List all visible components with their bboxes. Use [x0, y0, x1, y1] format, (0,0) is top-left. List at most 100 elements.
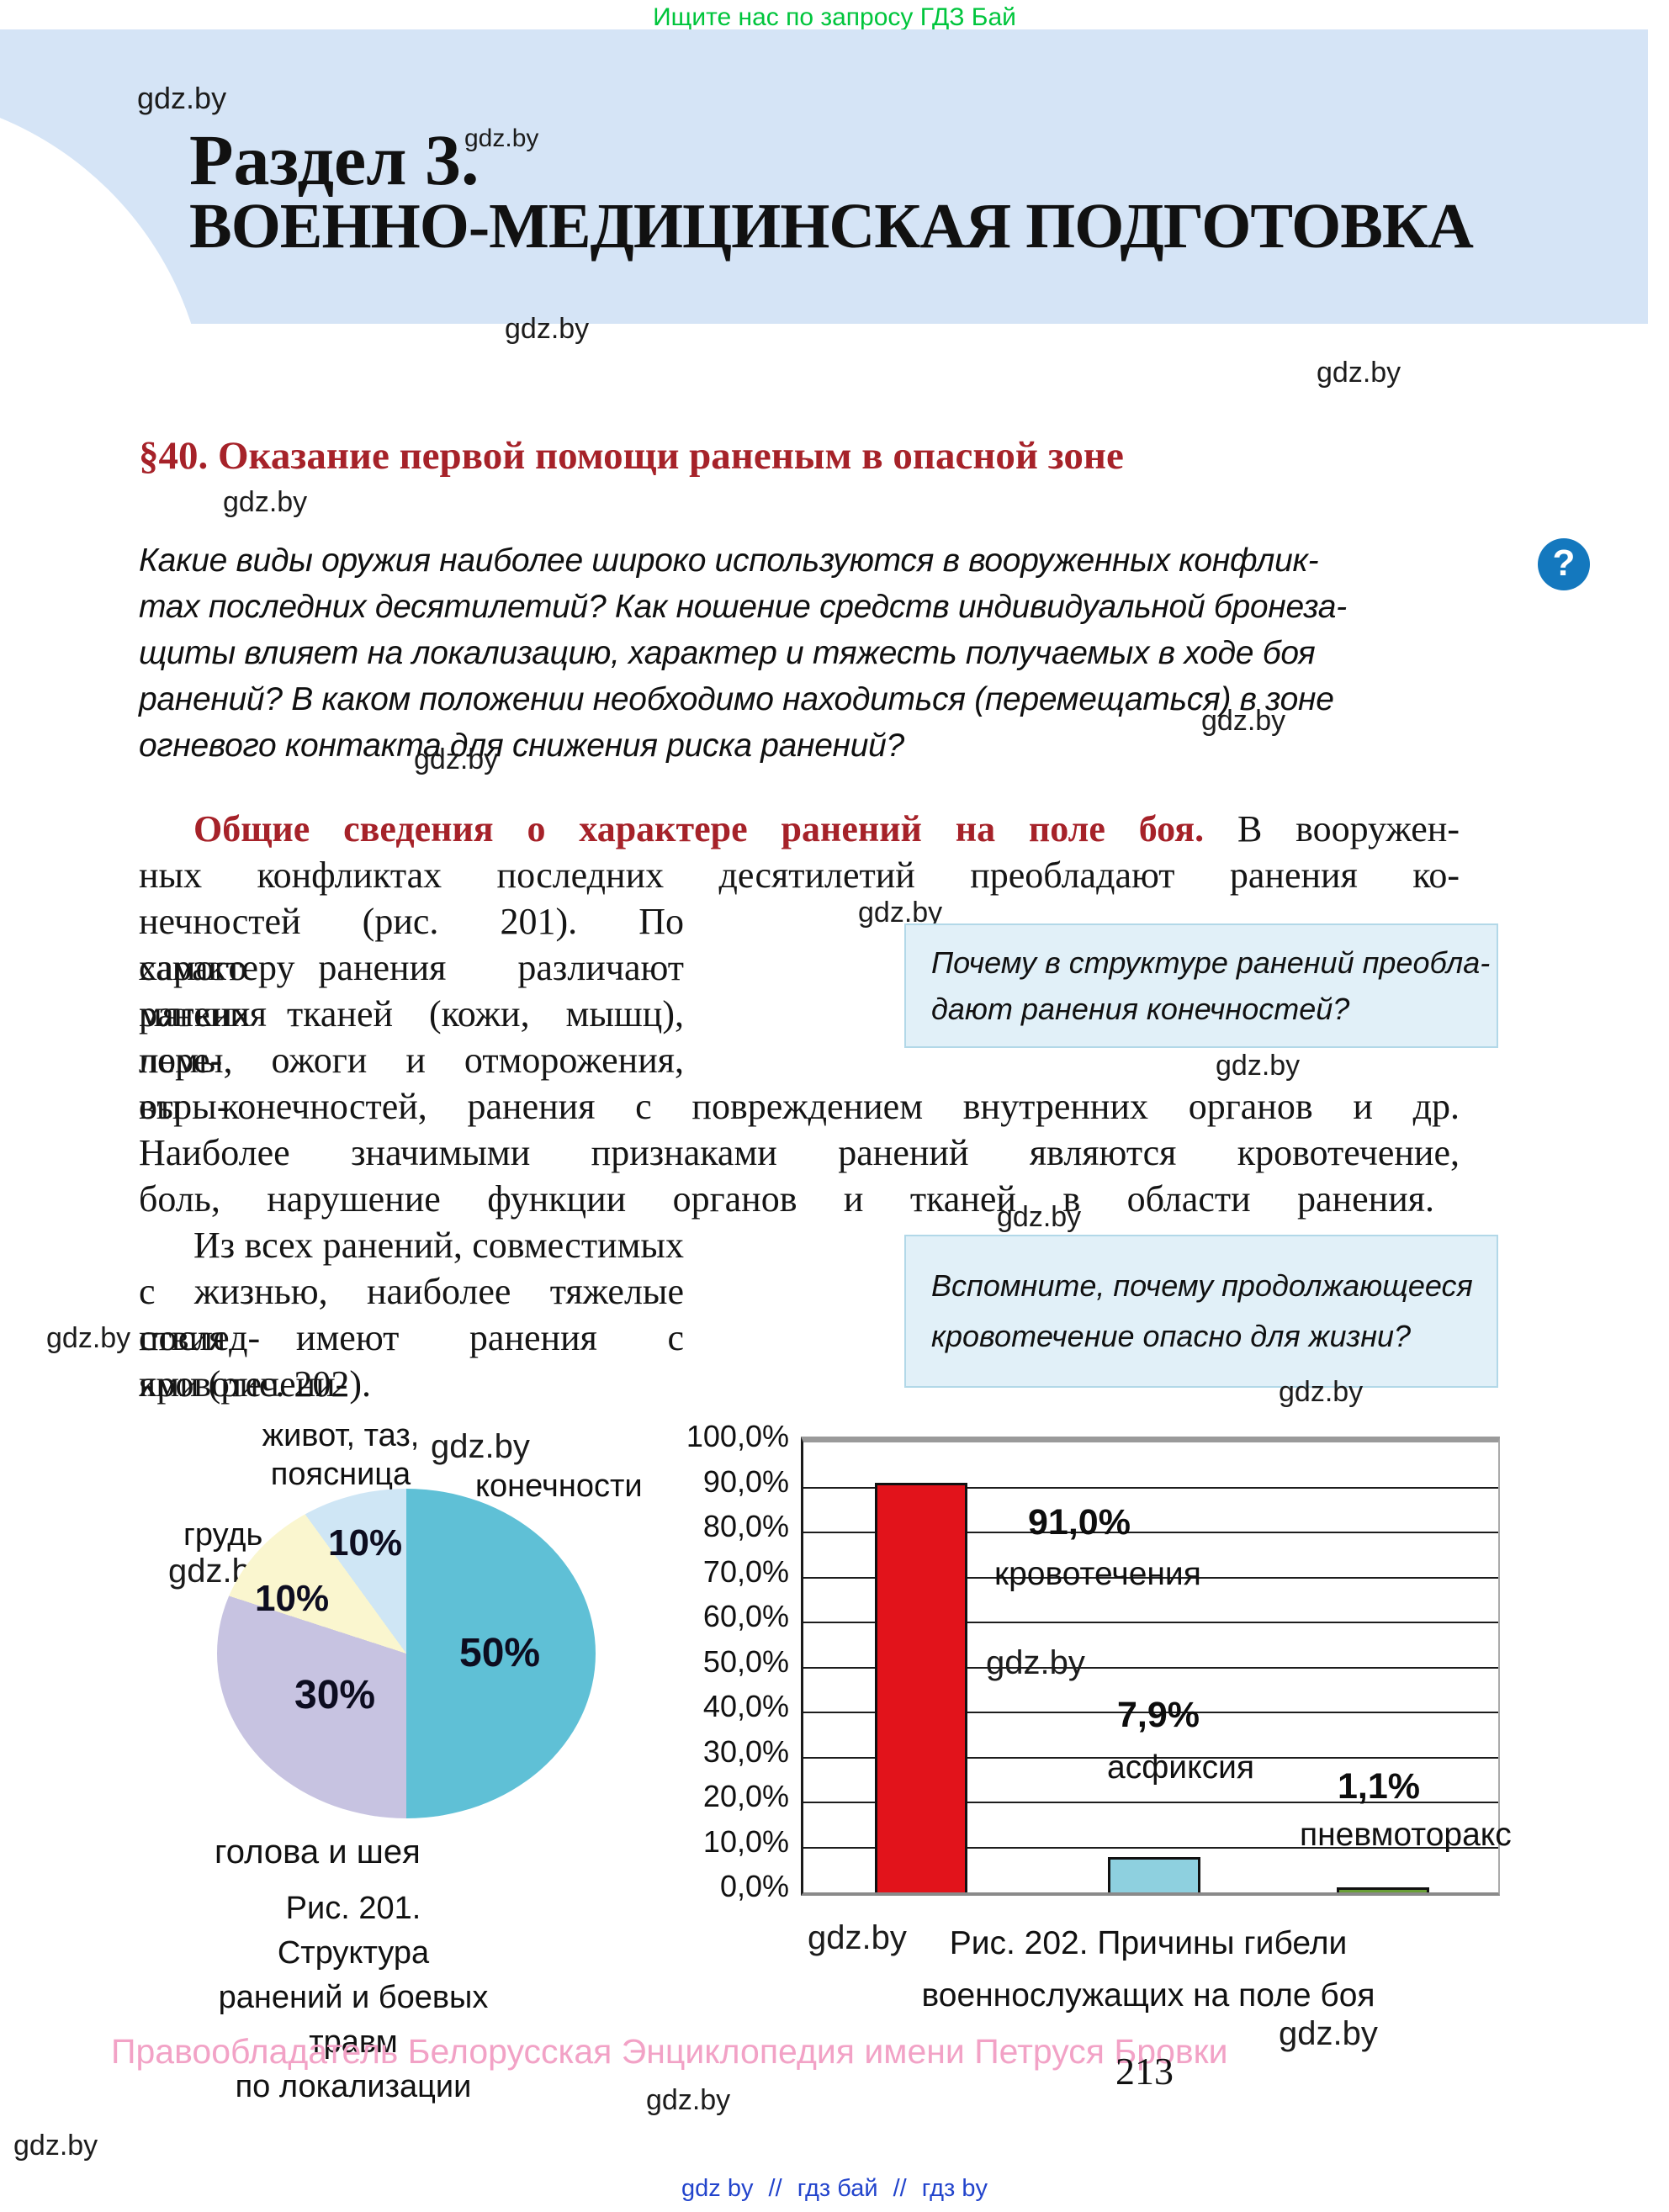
callout-box-wound-structure: Почему в структуре ранений преобла- дают…	[904, 923, 1498, 1048]
bar-value-pneumothorax: 1,1%	[1338, 1766, 1421, 1807]
y-axis-tick-label: 30,0%	[702, 1733, 789, 1769]
watermark: gdz.by	[808, 1919, 907, 1956]
y-axis-tick-label: 20,0%	[702, 1779, 789, 1813]
watermark: gdz.by	[414, 744, 499, 775]
section-title: ВОЕННО-МЕДИЦИНСКАЯ ПОДГОТОВКА	[189, 191, 1474, 262]
figure-201-caption: Рис. 201. Структура ранений и боевых тра…	[206, 1887, 501, 2109]
pie-label-abdomen-line1: живот, таз,	[262, 1418, 420, 1453]
bar-асфиксия	[1108, 1857, 1200, 1892]
y-axis-tick-label: 60,0%	[702, 1599, 789, 1633]
watermark: gdz.by	[1279, 2015, 1378, 2052]
body-line: ями (рис. 202).	[139, 1363, 372, 1405]
body-line: мягких тканей (кожи, мышц), пере-	[139, 993, 684, 1081]
pie-label-limbs: конечности	[475, 1468, 643, 1504]
section-label: Раздел 3.	[189, 119, 480, 200]
gridline	[803, 1756, 1498, 1759]
watermark: gdz.by	[13, 2130, 98, 2162]
figure-202-caption-line: военнослужащих на поле боя	[921, 1977, 1375, 2014]
body-line: Из всех ранений, совместимых	[193, 1225, 684, 1266]
figure-202-caption-line: Рис. 202. Причины гибели	[949, 1925, 1348, 1961]
footer-links: gdz by // гдз бай // гдз by	[0, 2175, 1669, 2203]
y-axis-tick-label: 70,0%	[702, 1553, 789, 1589]
y-axis-tick-label: 50,0%	[702, 1643, 789, 1679]
body-lead-bold: Общие сведения о характере ранений на по…	[193, 808, 1205, 849]
intro-question-line: щиты влияет на локализацию, характер и т…	[139, 635, 1316, 671]
watermark: gdz.by	[986, 1644, 1085, 1681]
watermark: gdz.by	[646, 2084, 731, 2116]
footer-link-gdz-bai[interactable]: гдз бай	[797, 2175, 878, 2202]
callout-text-line: дают ранения конечностей?	[931, 992, 1350, 1026]
figure-202-caption: Рис. 202. Причины гибели военнослужащих …	[921, 1918, 1375, 2022]
body-lead-rest: В вооружен-	[1237, 808, 1460, 849]
watermark: gdz.by	[1317, 357, 1401, 389]
copyright-notice: Правообладатель Белорусская Энциклопедия…	[111, 2032, 1228, 2071]
body-line: Общие сведения о характере ранений на по…	[193, 806, 1460, 852]
footer-link-gdz-by[interactable]: gdz by	[681, 2175, 754, 2202]
callout-text-line: Вспомните, почему продолжающееся	[931, 1268, 1473, 1303]
gridline	[803, 1712, 1498, 1713]
y-axis-tick-label: 80,0%	[702, 1509, 789, 1543]
y-axis-tick-label: 10,0%	[702, 1823, 789, 1859]
pie-value-chest: 10%	[255, 1578, 330, 1619]
page-number: 213	[1115, 2050, 1174, 2093]
gridline	[803, 1666, 1498, 1669]
gridline	[803, 1846, 1498, 1849]
callout-text-line: кровотечение опасно для жизни?	[931, 1319, 1412, 1353]
pie-label-chest: грудь	[183, 1517, 263, 1553]
question-mark-icon[interactable]: ?	[1538, 538, 1590, 590]
y-axis-tick-label: 100,0%	[686, 1419, 789, 1453]
y-axis-tick-label: 0,0%	[719, 1869, 789, 1903]
watermark: gdz.by	[223, 486, 308, 518]
watermark: gdz.by	[505, 313, 590, 345]
body-line: ствия имеют ранения с кровотечени-	[139, 1317, 684, 1405]
body-line: Наиболее значимыми признаками ранений яв…	[139, 1132, 1460, 1173]
bar-label-asphyxia: асфиксия	[1107, 1749, 1254, 1786]
footer-link-gdz-by-2[interactable]: гдз by	[921, 2175, 988, 2202]
watermark: gdz.by	[431, 1428, 530, 1465]
gridline	[803, 1532, 1498, 1533]
bar-label-pneumothorax: пневмоторакс	[1300, 1817, 1512, 1853]
watermark: gdz.by	[1201, 705, 1286, 737]
watermark: gdz.by	[464, 124, 539, 152]
gridline	[803, 1576, 1498, 1579]
promo-banner: Ищите нас по запросу ГДЗ Бай	[653, 3, 1016, 31]
y-axis-tick-label: 90,0%	[702, 1463, 789, 1499]
watermark: gdz.by	[1216, 1050, 1301, 1082]
watermark: gdz.by	[858, 897, 943, 929]
pie-label-abdomen: живот, таз, поясница	[236, 1416, 446, 1494]
pie-chart-wound-localization	[217, 1489, 596, 1818]
paragraph-title: §40. Оказание первой помощи раненым в оп…	[139, 434, 1124, 478]
footer-link-separator: //	[893, 2175, 907, 2202]
section-header-block	[0, 29, 1648, 324]
y-axis-tick-label: 40,0%	[702, 1689, 789, 1723]
bar-chart-death-causes	[801, 1437, 1500, 1896]
figure-201-caption-line: по локализации	[235, 2069, 472, 2104]
intro-question-line: ранений? В каком положении необходимо на…	[139, 681, 1334, 717]
body-line: вы конечностей, ранения с повреждением в…	[139, 1086, 1460, 1127]
pie-label-abdomen-line2: поясница	[270, 1457, 411, 1492]
header-corner-cutout	[0, 93, 208, 324]
gridline	[803, 1622, 1498, 1623]
figure-201-caption-line: Рис. 201. Структура	[277, 1891, 430, 1971]
pie-value-limbs: 50%	[459, 1631, 541, 1675]
footer-link-separator: //	[768, 2175, 782, 2202]
bar-value-bleeding: 91,0%	[1028, 1502, 1131, 1543]
watermark: gdz.by	[997, 1201, 1082, 1233]
callout-box-bleeding-danger: Вспомните, почему продолжающееся кровоте…	[904, 1235, 1498, 1388]
pie-value-head: 30%	[294, 1673, 376, 1717]
body-line: нечностей (рис. 201). По характеру	[139, 901, 684, 988]
bar-label-bleeding: кровотечения	[994, 1556, 1201, 1592]
gridline	[803, 1802, 1498, 1803]
watermark: gdz.by	[46, 1322, 131, 1354]
gridline	[803, 1486, 1498, 1489]
bar-кровотечения	[875, 1483, 967, 1892]
body-line: ломы, ожоги и отморожения, отры-	[139, 1040, 684, 1127]
watermark: gdz.by	[137, 81, 227, 115]
watermark: gdz.by	[1279, 1376, 1364, 1408]
pie-value-abdomen: 10%	[328, 1522, 403, 1564]
bar-пневмоторакс	[1337, 1887, 1429, 1892]
intro-question-line: Какие виды оружия наиболее широко исполь…	[139, 542, 1319, 579]
body-line: боль, нарушение функции органов и тканей…	[139, 1178, 1434, 1220]
callout-text-line: Почему в структуре ранений преобла-	[931, 945, 1491, 980]
